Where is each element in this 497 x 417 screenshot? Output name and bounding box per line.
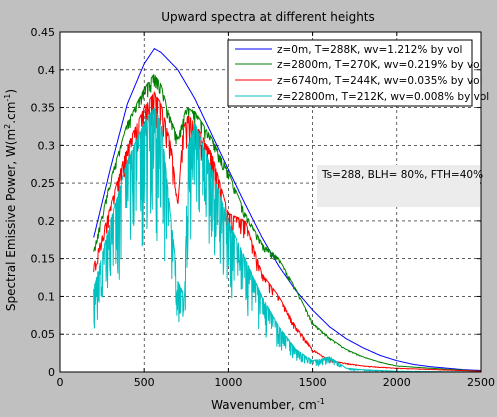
y-tick-label: 0.15 xyxy=(31,253,56,266)
y-axis-label-part-1: Spectral Emissive Power, W(m xyxy=(4,129,18,311)
x-tick-label: 1000 xyxy=(214,376,242,389)
annotation: Ts=288, BLH= 80%, FTH=40% xyxy=(317,165,483,207)
y-axis-label-part-3: .cm xyxy=(4,102,18,124)
y-tick-label: 0.3 xyxy=(38,139,56,152)
legend: z=0m, T=288K, wv=1.212% by vol z=2800m, … xyxy=(227,39,489,107)
x-tick-label: 2500 xyxy=(467,376,495,389)
y-tick-label: 0.1 xyxy=(38,290,56,303)
x-tick-label: 2000 xyxy=(383,376,411,389)
annotation-box xyxy=(317,165,480,207)
y-tick-label: 0.05 xyxy=(31,328,56,341)
y-tick-label: 0 xyxy=(48,366,55,379)
series-line-3 xyxy=(93,90,481,372)
series-line-2 xyxy=(93,74,481,372)
series-layer xyxy=(93,47,481,373)
legend-label-4: z=22800m, T=212K, wv=0.008% by vol xyxy=(277,91,489,103)
legend-box xyxy=(227,39,473,107)
annotation-text: Ts=288, BLH= 80%, FTH=40% xyxy=(321,169,483,181)
y-axis-label-part-2: 2 xyxy=(3,124,12,129)
y-axis-label-part-5: ) xyxy=(4,89,18,94)
legend-label-2: z=2800m, T=270K, wv=0.219% by vol xyxy=(277,59,483,71)
x-axis-label-text: Wavenumber, cm xyxy=(211,398,317,412)
y-tick-label: 0.45 xyxy=(31,26,56,39)
x-tick-label: 500 xyxy=(134,376,155,389)
legend-label-1: z=0m, T=288K, wv=1.212% by vol xyxy=(277,44,462,56)
series-line-4 xyxy=(93,107,481,373)
y-tick-label: 0.4 xyxy=(38,64,56,77)
series-line-1 xyxy=(93,47,481,371)
y-tick-label: 0.2 xyxy=(38,215,56,228)
x-tick-label: 0 xyxy=(57,376,64,389)
y-tick-label: 0.25 xyxy=(31,177,56,190)
chart-title: Upward spectra at different heights xyxy=(161,10,375,24)
y-tick-label: 0.35 xyxy=(31,102,56,115)
x-tick-label: 1500 xyxy=(299,376,327,389)
legend-label-3: z=6740m, T=244K, wv=0.035% by vol xyxy=(277,75,483,87)
ticks: 0 500 1000 1500 2000 2500 0 0.05 0.1 0.15 0.2 0.25 0… xyxy=(31,26,496,389)
y-axis-label-part-4: -1 xyxy=(3,94,12,102)
plot-border xyxy=(59,31,482,373)
x-axis-label-sup: -1 xyxy=(317,397,325,406)
x-axis-label: Wavenumber, cm-1 xyxy=(211,397,325,412)
y-axis-label: Spectral Emissive Power, W(m2.cm-1) xyxy=(3,89,18,311)
